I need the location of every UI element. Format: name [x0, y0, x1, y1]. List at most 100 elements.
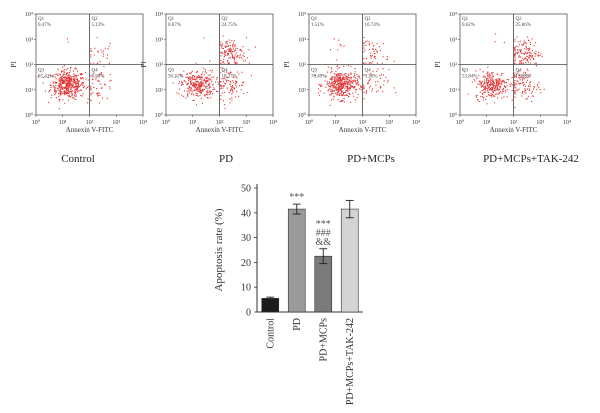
scatter-point	[82, 87, 85, 89]
scatter-point	[368, 49, 370, 51]
scatter-point	[199, 77, 201, 79]
scatter-point	[527, 36, 529, 38]
scatter-point	[201, 79, 203, 81]
x-axis-title: Annexin V-FITC	[339, 126, 387, 134]
scatter-point	[530, 56, 532, 58]
scatter-point	[346, 78, 348, 80]
scatter-point	[339, 78, 341, 80]
scatter-point	[190, 81, 192, 84]
scatter-point	[487, 71, 489, 73]
scatter-point	[234, 44, 236, 46]
scatter-point	[77, 87, 79, 89]
scatter-point	[343, 97, 345, 100]
scatter-point	[522, 81, 524, 83]
scatter-point	[379, 86, 381, 88]
scatter-point	[233, 59, 236, 61]
scatter-point	[517, 41, 519, 43]
scatter-point	[345, 75, 347, 77]
quadrant-name: Q3	[462, 69, 469, 74]
scatter-point	[349, 88, 351, 90]
scatter-point	[82, 82, 85, 84]
scatter-point	[344, 88, 346, 90]
scatter-point	[233, 50, 236, 52]
scatter-point	[533, 52, 535, 54]
scatter-point	[348, 89, 350, 91]
scatter-point	[487, 85, 489, 87]
scatter-point	[190, 80, 192, 82]
scatter-point	[75, 75, 77, 77]
scatter-point	[481, 96, 483, 98]
scatter-point	[342, 77, 344, 79]
scatter-point	[504, 89, 507, 92]
scatter-point	[379, 87, 381, 89]
scatter-point	[526, 48, 528, 50]
scatter-point	[75, 86, 77, 88]
scatter-point	[321, 85, 323, 87]
scatter-point	[199, 92, 201, 94]
scatter-point	[352, 81, 354, 83]
scatter-point	[220, 85, 222, 87]
scatter-point	[63, 65, 65, 67]
scatter-point	[511, 84, 513, 86]
quadrant-q4-value: 8.98%	[92, 75, 105, 80]
scatter-point	[231, 90, 234, 92]
scatter-point	[241, 84, 243, 86]
scatter-point	[239, 49, 241, 51]
scatter-point	[514, 72, 516, 74]
scatter-point	[236, 47, 238, 49]
scatter-point	[231, 53, 233, 55]
scatter-point	[328, 83, 330, 85]
scatter-point	[539, 54, 541, 57]
scatter-point	[367, 81, 370, 83]
scatter-point	[527, 55, 529, 57]
scatter-point	[340, 84, 342, 86]
scatter-point	[371, 54, 373, 56]
scatter-point	[227, 62, 229, 64]
scatter-point	[386, 55, 389, 57]
scatter-point	[335, 89, 337, 91]
scatter-point	[90, 50, 92, 52]
scatter-point	[531, 57, 533, 59]
scatter-point	[485, 87, 487, 89]
scatter-point	[514, 90, 516, 92]
scatter-point	[370, 62, 372, 64]
scatter-point	[64, 73, 66, 75]
scatter-point	[515, 76, 517, 78]
scatter-point	[353, 95, 355, 97]
scatter-point	[72, 85, 74, 87]
scatter-point	[79, 85, 81, 87]
scatter-point	[201, 102, 203, 104]
scatter-point	[199, 88, 202, 90]
scatter-point	[365, 90, 368, 92]
scatter-point	[524, 85, 526, 87]
scatter-point	[181, 83, 183, 85]
scatter-point	[338, 73, 340, 75]
scatter-point	[333, 86, 335, 88]
scatter-point	[234, 88, 236, 90]
scatter-point	[334, 80, 336, 82]
scatter-point	[81, 83, 83, 85]
scatter-point	[187, 78, 189, 80]
scatter-point	[209, 90, 211, 92]
scatter-point	[234, 46, 236, 48]
scatter-point	[206, 97, 208, 99]
scatter-point	[238, 73, 240, 75]
scatter-point	[371, 90, 373, 92]
scatter-point	[230, 52, 232, 54]
scatter-point	[235, 80, 237, 82]
scatter-point	[489, 80, 491, 82]
scatter-point	[59, 74, 61, 76]
scatter-point	[514, 84, 516, 86]
scatter-point	[527, 70, 529, 72]
scatter-point	[523, 84, 525, 86]
scatter-point	[347, 65, 350, 67]
scatter-point	[351, 80, 353, 82]
scatter-point	[475, 70, 477, 72]
scatter-point	[205, 87, 207, 89]
scatter-point	[331, 81, 333, 83]
scatter-point	[503, 80, 505, 82]
scatter-point	[205, 72, 208, 74]
scatter-point	[383, 84, 385, 86]
scatter-point	[342, 78, 344, 80]
